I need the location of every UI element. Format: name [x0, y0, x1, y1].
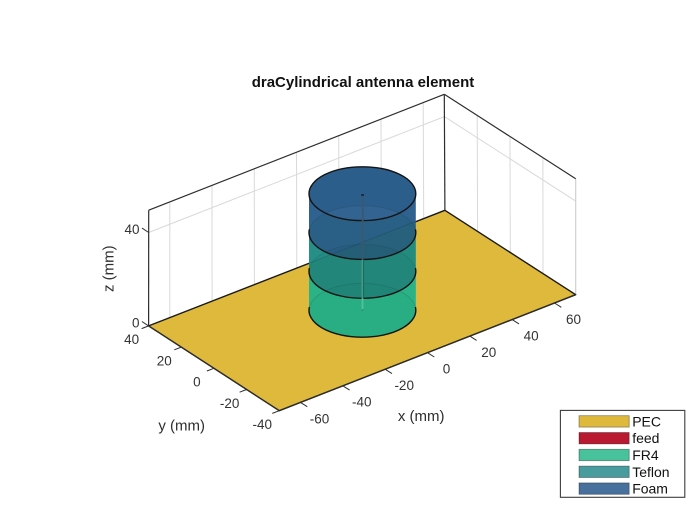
svg-text:20: 20	[157, 353, 172, 368]
svg-text:40: 40	[124, 222, 139, 237]
svg-text:0: 0	[193, 375, 201, 390]
svg-text:40: 40	[524, 329, 539, 344]
svg-text:draCylindrical antenna element: draCylindrical antenna element	[252, 74, 475, 91]
svg-text:40: 40	[124, 332, 139, 347]
svg-text:20: 20	[481, 345, 496, 360]
svg-text:x (mm): x (mm)	[398, 408, 445, 425]
svg-text:-40: -40	[253, 417, 273, 432]
svg-text:Teflon: Teflon	[632, 464, 669, 480]
svg-text:feed: feed	[632, 430, 659, 446]
svg-text:PEC: PEC	[632, 413, 661, 429]
svg-text:0: 0	[443, 362, 451, 377]
svg-text:FR4: FR4	[632, 447, 659, 463]
svg-text:y (mm): y (mm)	[158, 418, 205, 435]
svg-text:-60: -60	[310, 411, 330, 426]
svg-text:0: 0	[132, 316, 140, 331]
svg-text:-20: -20	[220, 396, 240, 411]
svg-text:60: 60	[566, 312, 581, 327]
svg-text:-20: -20	[394, 378, 414, 393]
svg-text:-40: -40	[352, 395, 372, 410]
svg-text:Foam: Foam	[632, 481, 668, 497]
svg-text:z (mm): z (mm)	[100, 245, 117, 292]
